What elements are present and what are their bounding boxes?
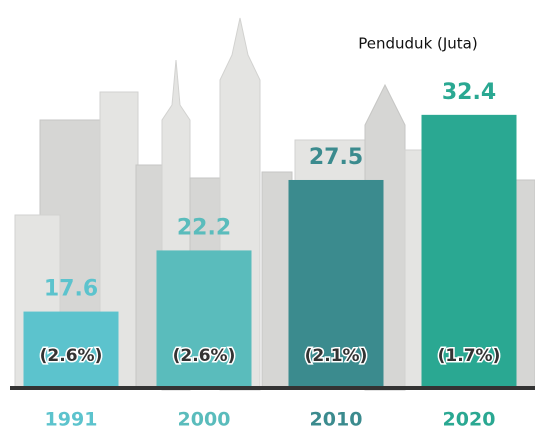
growth-label: (2.6%) xyxy=(40,346,103,366)
bar xyxy=(421,114,517,386)
bar xyxy=(156,250,252,386)
value-label: 32.4 xyxy=(442,80,496,105)
x-tick-label: 1991 xyxy=(45,409,98,431)
growth-label: (2.1%) xyxy=(305,346,368,366)
x-tick-label: 2000 xyxy=(178,409,231,431)
value-label: 17.6 xyxy=(44,277,98,302)
bar xyxy=(288,179,384,386)
growth-label: (2.6%) xyxy=(173,346,236,366)
value-label: 22.2 xyxy=(177,215,231,240)
chart-title: Penduduk (Juta) xyxy=(358,35,477,53)
x-tick-label: 2020 xyxy=(443,409,496,431)
growth-label: (1.7%) xyxy=(438,346,501,366)
value-label: 27.5 xyxy=(309,145,363,170)
x-tick-label: 2010 xyxy=(310,409,363,431)
bar xyxy=(23,311,119,386)
